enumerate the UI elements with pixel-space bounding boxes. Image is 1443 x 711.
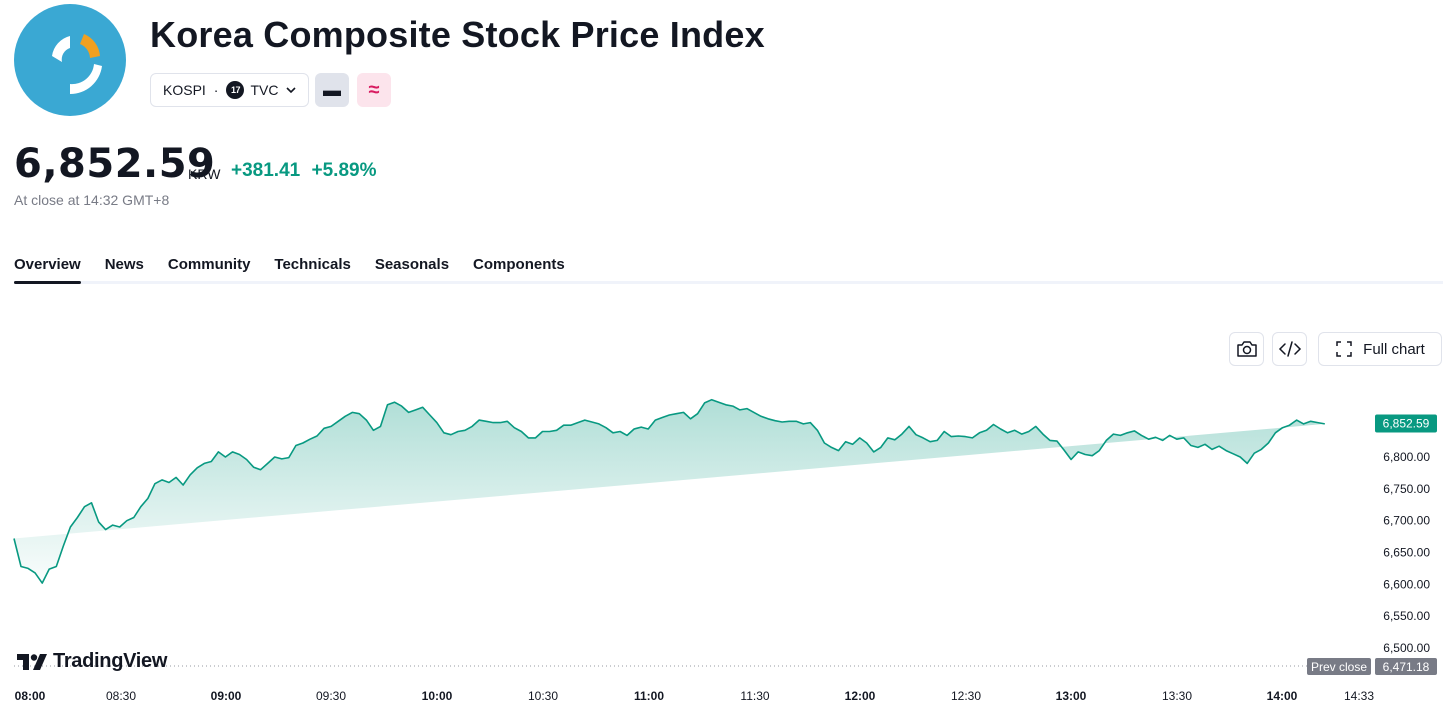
last-price-badge-bg — [1375, 414, 1437, 433]
chevron-down-icon — [286, 87, 297, 94]
expand-icon — [1336, 341, 1352, 357]
x-tick-label: 13:00 — [1056, 689, 1087, 703]
y-tick-label: 6,500.00 — [1383, 641, 1430, 655]
tab-seasonals[interactable]: Seasonals — [374, 256, 450, 273]
x-tick-label: 11:00 — [634, 689, 664, 703]
x-tick-label: 09:30 — [316, 689, 346, 703]
prev-close-label: Prev close — [1311, 660, 1367, 674]
exchange-label: TVC — [250, 82, 279, 98]
x-tick-label: 13:30 — [1162, 689, 1192, 703]
tab-technicals[interactable]: Technicals — [274, 256, 351, 273]
symbol-selector[interactable]: KOSPI · 17 TVC — [150, 73, 310, 107]
prev-close-value-bg — [1375, 658, 1437, 675]
camera-icon — [1236, 341, 1257, 357]
full-chart-button[interactable]: Full chart — [1318, 332, 1442, 366]
x-tick-label: 10:30 — [528, 689, 558, 703]
approx-icon[interactable]: ≈ — [357, 73, 391, 107]
x-tick-label: 08:00 — [15, 689, 46, 703]
symbol-label: KOSPI — [163, 82, 206, 98]
x-axis: 08:00 08:30 09:00 09:30 10:00 10:30 11:00 11:30… — [15, 689, 1375, 703]
x-tick-label: 08:30 — [106, 689, 136, 703]
x-tick-label: 09:00 — [211, 689, 242, 703]
tab-news[interactable]: News — [104, 256, 144, 273]
x-tick-label: 12:30 — [951, 689, 981, 703]
embed-button[interactable] — [1272, 332, 1307, 366]
series-line-path — [13, 398, 1325, 584]
price-change: +381.41 +5.89% — [231, 160, 376, 182]
x-tick-label: 10:00 — [422, 689, 453, 703]
x-tick-label: 14:00 — [1267, 689, 1298, 703]
chart-series-line — [13, 398, 1325, 584]
tradingview-icon: 17 — [226, 81, 245, 99]
y-tick-label: 6,600.00 — [1383, 577, 1430, 591]
kospi-logo-graphic — [52, 34, 102, 95]
x-tick-label: 12:00 — [845, 689, 876, 703]
currency-label: KRW — [188, 166, 221, 182]
last-price-badge-label: 6,852.59 — [1383, 417, 1430, 431]
price-chart[interactable]: 6,500.00 6,550.00 6,600.00 6,650.00 6,700.00… — [0, 380, 1443, 711]
prev-close-label-bg — [1307, 658, 1371, 675]
y-tick-label: 6,800.00 — [1383, 450, 1430, 464]
x-tick-label: 14:33 — [1344, 689, 1374, 703]
watermark-text: TradingView — [53, 650, 168, 672]
minus-icon[interactable]: ▬ — [315, 73, 349, 107]
tab-components[interactable]: Components — [473, 256, 565, 273]
y-tick-label: 6,650.00 — [1383, 546, 1430, 560]
y-tick-label: 6,550.00 — [1383, 609, 1430, 623]
tab-bar: Overview News Community Technicals Seaso… — [14, 252, 1443, 284]
tab-overview[interactable]: Overview — [14, 252, 81, 284]
tradingview-watermark[interactable]: TradingView — [16, 650, 167, 673]
separator-dot: · — [213, 82, 219, 98]
y-tick-label: 6,700.00 — [1383, 514, 1430, 528]
prev-close-value: 6,471.18 — [1383, 660, 1430, 674]
code-icon — [1278, 341, 1301, 357]
tab-community[interactable]: Community — [167, 256, 251, 273]
kospi-logo-icon — [14, 4, 126, 116]
chart-area-fill — [14, 399, 1325, 584]
change-percent: +5.89% — [311, 160, 377, 181]
page-title: Korea Composite Stock Price Index — [150, 14, 765, 55]
y-tick-label: 6,750.00 — [1383, 482, 1430, 496]
last-price: 6,852.59 — [14, 141, 216, 187]
price-badges: 6,852.59 Prev close 6,471.18 — [1307, 414, 1437, 675]
x-tick-label: 11:30 — [740, 689, 769, 703]
change-value: +381.41 — [231, 160, 301, 181]
full-chart-label: Full chart — [1363, 340, 1425, 358]
snapshot-button[interactable] — [1229, 332, 1264, 366]
area-fill-path — [14, 399, 1325, 584]
close-info: At close at 14:32 GMT+8 — [14, 192, 170, 208]
y-axis: 6,500.00 6,550.00 6,600.00 6,650.00 6,700.00… — [1383, 450, 1430, 655]
tradingview-logo-icon — [17, 653, 47, 670]
